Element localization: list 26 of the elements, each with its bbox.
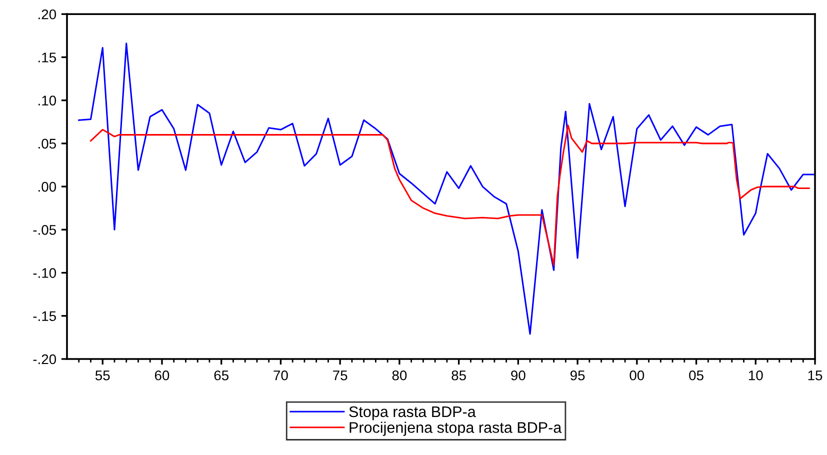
y-tick-label: .20: [38, 9, 56, 20]
y-tick-label: -.10: [33, 268, 56, 278]
x-tick-label: 85: [452, 370, 466, 380]
y-tick-label: .05: [38, 138, 56, 149]
y-tick-label: -.20: [33, 354, 56, 364]
x-tick-label: 65: [214, 370, 228, 380]
y-tick-label: .15: [38, 52, 56, 62]
y-tick-label: -.15: [33, 311, 56, 322]
legend-label: Procijenjena stopa rasta BDP-a: [350, 422, 562, 436]
x-tick-label: 95: [570, 370, 585, 380]
y-tick-label: .00: [38, 182, 56, 192]
x-tick-label: 90: [511, 370, 526, 380]
x-tick-label: 70: [274, 370, 288, 380]
legend-label: Stopa rasta BDP-a: [349, 406, 476, 420]
y-tick-label: .10: [38, 96, 56, 106]
x-tick-label: 00: [630, 370, 644, 380]
x-tick-label: 15: [808, 370, 822, 380]
x-tick-label: 80: [392, 370, 407, 380]
y-tick-label: -.05: [33, 224, 56, 235]
line-series: [78, 42, 816, 335]
x-tick-label: 75: [333, 370, 348, 380]
x-tick-label: 10: [748, 370, 763, 380]
x-tick-label: 60: [154, 370, 170, 380]
x-tick-label: 05: [689, 370, 704, 380]
line-series: [90, 124, 810, 266]
x-tick-label: 55: [95, 370, 110, 380]
